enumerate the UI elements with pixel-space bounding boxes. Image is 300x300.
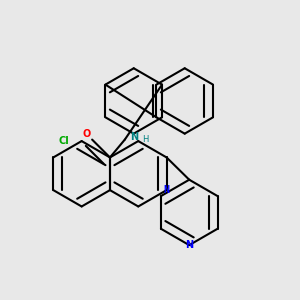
Text: Cl: Cl — [58, 136, 69, 146]
Text: N: N — [164, 185, 169, 195]
Text: N: N — [185, 240, 193, 250]
Text: N: N — [130, 132, 138, 142]
Text: H: H — [142, 135, 149, 144]
Text: O: O — [82, 129, 90, 139]
